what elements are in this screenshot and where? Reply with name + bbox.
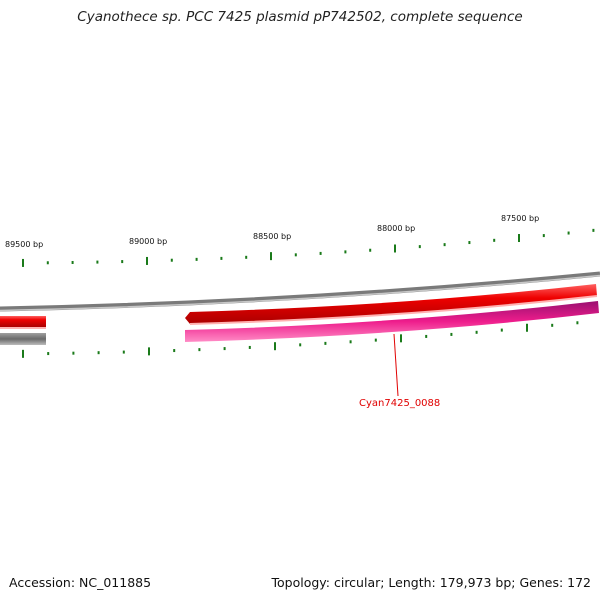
scale-top-tick xyxy=(220,256,223,260)
scale-bottom-tick xyxy=(475,330,478,334)
forward-gene-left xyxy=(0,316,46,327)
scale-top-tick xyxy=(567,231,570,235)
scale-bottom-tick xyxy=(274,342,276,351)
scale-bottom-tick xyxy=(349,340,352,344)
scale-top-tick xyxy=(443,243,446,247)
forward-gene-arrow xyxy=(185,284,597,324)
scale-bottom-tick xyxy=(551,323,554,327)
scale-bottom-tick xyxy=(450,332,453,336)
accession-text: Accession: NC_011885 xyxy=(9,575,152,590)
scale-ticks-bottom xyxy=(22,321,579,358)
scale-top-tick xyxy=(418,245,421,249)
scale-top-tick xyxy=(195,257,198,261)
scale-top-tick xyxy=(71,260,74,264)
scale-top-tick xyxy=(394,244,396,253)
scale-bottom-tick xyxy=(500,328,503,332)
scale-label-87500: 87500 bp xyxy=(501,214,539,223)
scale-label-88000: 88000 bp xyxy=(377,224,415,233)
scale-top-tick xyxy=(493,238,496,242)
scale-bottom-tick xyxy=(148,347,150,356)
scale-bottom-tick xyxy=(526,323,528,332)
reverse-gene-cyan7425-0088 xyxy=(185,301,599,342)
scale-bottom-tick xyxy=(425,334,428,338)
scale-bottom-tick xyxy=(72,351,75,355)
scale-label-89000: 89000 bp xyxy=(129,237,167,246)
scale-label-88500: 88500 bp xyxy=(253,232,291,241)
scale-top-tick xyxy=(344,250,347,254)
scale-bottom-tick xyxy=(173,349,176,353)
scale-bottom-tick xyxy=(374,338,377,342)
scale-bottom-tick xyxy=(400,334,402,343)
scale-bottom-tick xyxy=(223,347,226,351)
scale-top-tick xyxy=(369,248,372,252)
scale-top-tick xyxy=(22,258,24,267)
scale-top-tick xyxy=(46,261,49,265)
other-gene-left xyxy=(0,333,46,345)
sequence-backbone xyxy=(0,271,600,312)
scale-top-tick xyxy=(96,260,99,264)
scale-bottom-tick xyxy=(198,348,201,352)
scale-top-tick xyxy=(592,228,595,232)
scale-ticks-top xyxy=(22,228,595,267)
scale-top-tick xyxy=(121,260,124,264)
map-title: Cyanothece sp. PCC 7425 plasmid pP742502… xyxy=(77,9,523,25)
scale-top-tick xyxy=(319,251,322,255)
gene-label-leader xyxy=(393,333,399,397)
scale-bottom-tick xyxy=(324,341,327,345)
scale-top-tick xyxy=(170,258,173,262)
gene-label: Cyan7425_0088 xyxy=(359,398,440,409)
scale-label-89500: 89500 bp xyxy=(5,240,43,249)
scale-top-tick xyxy=(146,256,148,265)
summary-text: Topology: circular; Length: 179,973 bp; … xyxy=(271,575,592,590)
scale-bottom-tick xyxy=(97,351,100,355)
scale-bottom-tick xyxy=(22,349,24,358)
scale-top-tick xyxy=(270,252,272,261)
scale-top-tick xyxy=(518,234,520,243)
scale-bottom-tick xyxy=(47,352,50,356)
scale-bottom-tick xyxy=(299,343,302,347)
scale-top-tick xyxy=(542,234,545,238)
scale-top-tick xyxy=(468,241,471,245)
scale-top-tick xyxy=(245,255,248,259)
scale-top-tick xyxy=(294,253,297,257)
scale-bottom-tick xyxy=(122,350,125,354)
scale-bottom-tick xyxy=(248,345,251,349)
scale-bottom-tick xyxy=(576,321,579,325)
